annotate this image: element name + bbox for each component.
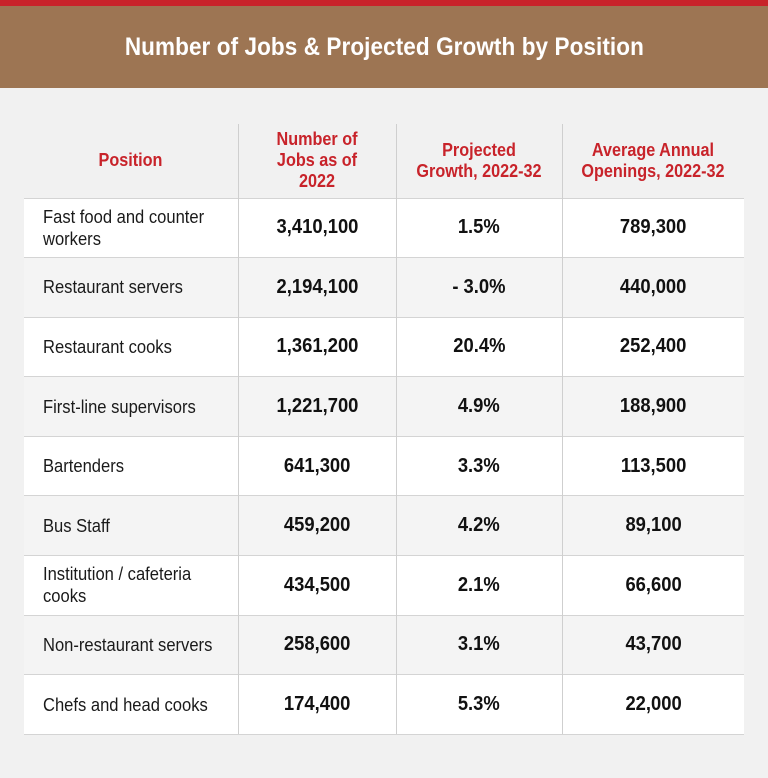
- table-row: Bus Staff 459,200 4.2% 89,100: [24, 495, 744, 556]
- jobs-table: Position Number of Jobs as of 2022 Proje…: [24, 124, 744, 735]
- cell-jobs: 174,400: [237, 674, 396, 735]
- cell-position: Fast food and counter workers: [24, 197, 238, 258]
- cell-openings: 252,400: [561, 316, 744, 377]
- cell-jobs: 1,361,200: [237, 316, 396, 377]
- cell-jobs: 258,600: [237, 614, 396, 675]
- column-header-growth: Projected Growth, 2022-32: [395, 124, 562, 198]
- cell-position: Non-restaurant servers: [24, 614, 238, 675]
- column-header-position: Position: [24, 124, 238, 198]
- table-row: Restaurant servers 2,194,100- 3.0% 440,000: [24, 257, 744, 318]
- table-body: Fast food and counter workers 3,410,100 1.…: [24, 197, 744, 735]
- top-accent-stripe: [0, 0, 768, 6]
- cell-openings: 789,300: [561, 197, 744, 258]
- cell-openings: 43,700: [561, 614, 744, 675]
- cell-jobs: 641,300: [237, 435, 396, 496]
- table-row: First-line supervisors 1,221,700 4.9% 188,9…: [24, 376, 744, 437]
- data-table-container: Position Number of Jobs as of 2022 Proje…: [24, 124, 744, 735]
- table-row: Non-restaurant servers 258,600 3.1% 43,700: [24, 614, 744, 675]
- cell-growth: 20.4%: [395, 316, 562, 377]
- cell-position: Chefs and head cooks: [24, 674, 238, 735]
- cell-growth: 5.3%: [395, 674, 562, 735]
- cell-growth: - 3.0%: [395, 257, 562, 318]
- cell-growth: 3.3%: [395, 435, 562, 496]
- table-row: Bartenders 641,300 3.3% 113,500: [24, 435, 744, 496]
- cell-position: Bus Staff: [24, 495, 238, 556]
- cell-position: First-line supervisors: [24, 376, 238, 437]
- column-header-openings: Average Annual Openings, 2022-32: [561, 124, 744, 198]
- cell-position: Institution / cafeteria cooks: [24, 555, 238, 616]
- table-row: Restaurant cooks 1,361,200 20.4% 252,400: [24, 316, 744, 377]
- table-row: Chefs and head cooks 174,400 5.3% 22,000: [24, 674, 744, 735]
- cell-openings: 66,600: [561, 555, 744, 616]
- cell-jobs: 1,221,700: [237, 376, 396, 437]
- cell-growth: 4.2%: [395, 495, 562, 556]
- cell-openings: 188,900: [561, 376, 744, 437]
- cell-position: Restaurant servers: [24, 257, 238, 318]
- cell-openings: 89,100: [561, 495, 744, 556]
- cell-growth: 1.5%: [395, 197, 562, 258]
- table-header-row: Position Number of Jobs as of 2022 Proje…: [24, 124, 744, 198]
- cell-position: Restaurant cooks: [24, 316, 238, 377]
- cell-jobs: 434,500: [237, 555, 396, 616]
- cell-growth: 2.1%: [395, 555, 562, 616]
- cell-jobs: 459,200: [237, 495, 396, 556]
- cell-openings: 22,000: [561, 674, 744, 735]
- column-header-jobs: Number of Jobs as of 2022: [237, 124, 396, 198]
- cell-jobs: 3,410,100: [237, 197, 396, 258]
- chart-title: Number of Jobs & Projected Growth by Pos…: [124, 32, 644, 61]
- cell-openings: 113,500: [561, 435, 744, 496]
- table-row: Fast food and counter workers 3,410,100 1.…: [24, 197, 744, 258]
- cell-growth: 3.1%: [395, 614, 562, 675]
- cell-position: Bartenders: [24, 435, 238, 496]
- cell-jobs: 2,194,100: [237, 257, 396, 318]
- title-banner: Number of Jobs & Projected Growth by Pos…: [0, 6, 768, 88]
- table-row: Institution / cafeteria cooks 434,500 2.1%…: [24, 555, 744, 616]
- cell-growth: 4.9%: [395, 376, 562, 437]
- cell-openings: 440,000: [561, 257, 744, 318]
